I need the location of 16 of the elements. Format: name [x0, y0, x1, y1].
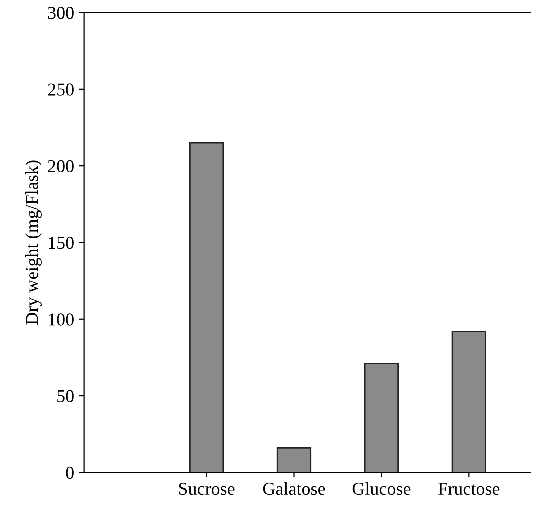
x-tick-label: Sucrose [179, 482, 235, 496]
y-tick-label: 200 [48, 160, 74, 173]
x-tick-label: Galatose [263, 482, 326, 496]
bar [276, 447, 312, 473]
bar [364, 363, 400, 473]
bar [189, 142, 224, 473]
y-tick-label: 300 [48, 7, 74, 20]
y-tick-label: 150 [49, 236, 74, 250]
y-tick-label: 100 [49, 314, 74, 326]
y-axis-title: Dry weight (mg/Flask) [26, 160, 42, 325]
y-tick-label: 0 [66, 466, 74, 480]
y-tick-label: 50 [58, 390, 74, 402]
x-tick-label: Fructose [438, 483, 500, 496]
x-tick-label: Glucose [352, 482, 411, 496]
bar [452, 330, 486, 473]
y-tick-label: 250 [48, 84, 74, 96]
